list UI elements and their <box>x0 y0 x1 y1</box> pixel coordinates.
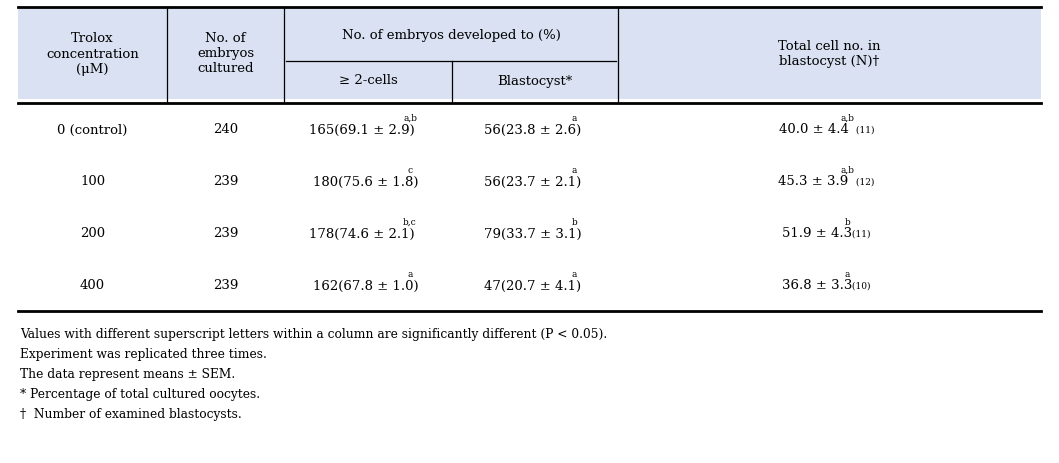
Text: ≥ 2-cells: ≥ 2-cells <box>339 75 397 88</box>
Text: Experiment was replicated three times.: Experiment was replicated three times. <box>20 347 267 360</box>
Text: 0 (control): 0 (control) <box>57 123 128 136</box>
Bar <box>18 104 1041 311</box>
Text: a: a <box>845 269 850 278</box>
Text: 79(33.7 ± 3.1): 79(33.7 ± 3.1) <box>484 227 581 240</box>
Text: b: b <box>845 218 850 226</box>
Text: No. of embryos developed to (%): No. of embryos developed to (%) <box>342 28 560 41</box>
Text: a: a <box>572 269 577 278</box>
Text: No. of
embryos
cultured: No. of embryos cultured <box>197 32 254 75</box>
Text: (10): (10) <box>848 281 870 290</box>
Text: †  Number of examined blastocysts.: † Number of examined blastocysts. <box>20 407 241 420</box>
Text: 200: 200 <box>79 227 105 240</box>
Text: a,b: a,b <box>841 166 855 175</box>
Text: b: b <box>571 218 577 226</box>
Text: Blastocyst*: Blastocyst* <box>498 75 573 88</box>
Text: 165(69.1 ± 2.9): 165(69.1 ± 2.9) <box>309 123 415 136</box>
Text: a: a <box>572 166 577 175</box>
Text: 40.0 ± 4.4: 40.0 ± 4.4 <box>778 123 848 136</box>
Text: b,c: b,c <box>403 218 417 226</box>
Text: 162(67.8 ± 1.0): 162(67.8 ± 1.0) <box>313 279 418 292</box>
Text: (12): (12) <box>852 177 874 186</box>
Text: Values with different superscript letters within a column are significantly diff: Values with different superscript letter… <box>20 327 607 340</box>
Text: 45.3 ± 3.9: 45.3 ± 3.9 <box>778 175 848 188</box>
Text: 239: 239 <box>213 227 238 240</box>
Text: 100: 100 <box>79 175 105 188</box>
Text: (11): (11) <box>848 229 870 238</box>
Text: 400: 400 <box>79 279 105 292</box>
Text: 178(74.6 ± 2.1): 178(74.6 ± 2.1) <box>309 227 415 240</box>
Text: c: c <box>408 166 413 175</box>
Text: a: a <box>408 269 413 278</box>
Text: 36.8 ± 3.3: 36.8 ± 3.3 <box>783 279 852 292</box>
Text: * Percentage of total cultured oocytes.: * Percentage of total cultured oocytes. <box>20 387 261 400</box>
Text: 239: 239 <box>213 175 238 188</box>
Text: a,b: a,b <box>403 114 417 123</box>
Text: Total cell no. in
blastocyst (N)†: Total cell no. in blastocyst (N)† <box>778 40 881 68</box>
Text: a,b: a,b <box>841 114 855 123</box>
Text: 56(23.8 ± 2.6): 56(23.8 ± 2.6) <box>484 123 581 136</box>
Text: 240: 240 <box>213 123 238 136</box>
Bar <box>18 8 1041 100</box>
Text: Trolox
concentration
(μM): Trolox concentration (μM) <box>47 32 139 75</box>
Text: 239: 239 <box>213 279 238 292</box>
Text: (11): (11) <box>852 125 875 134</box>
Text: 180(75.6 ± 1.8): 180(75.6 ± 1.8) <box>313 175 418 188</box>
Text: 47(20.7 ± 4.1): 47(20.7 ± 4.1) <box>484 279 581 292</box>
Text: 51.9 ± 4.3: 51.9 ± 4.3 <box>783 227 852 240</box>
Text: a: a <box>572 114 577 123</box>
Text: 56(23.7 ± 2.1): 56(23.7 ± 2.1) <box>484 175 581 188</box>
Text: The data represent means ± SEM.: The data represent means ± SEM. <box>20 367 235 380</box>
